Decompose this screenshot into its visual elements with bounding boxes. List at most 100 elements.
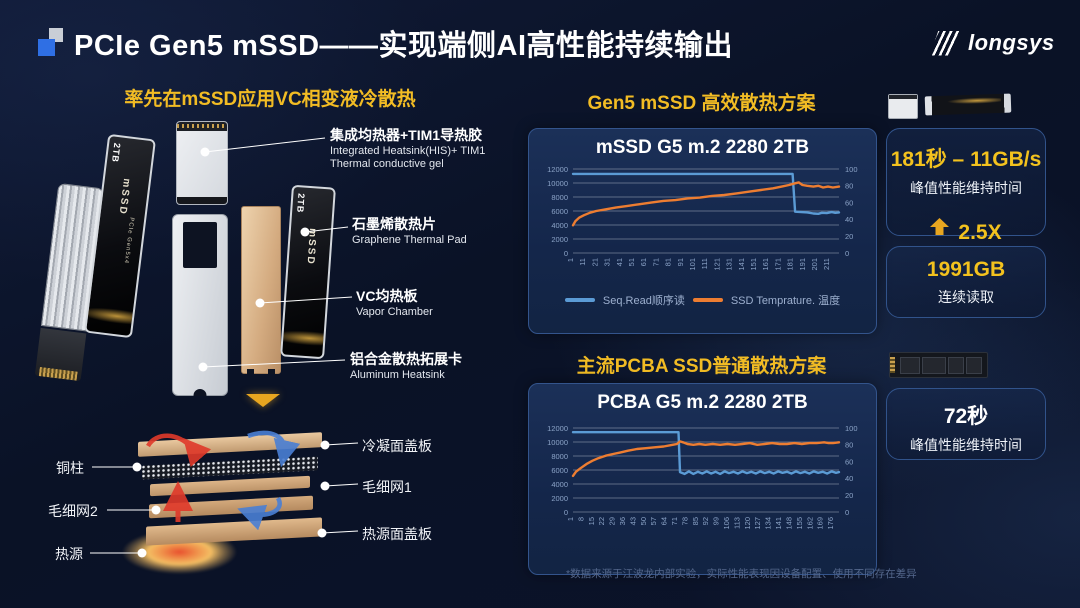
- svg-text:0: 0: [845, 508, 849, 517]
- svg-text:2000: 2000: [551, 494, 568, 503]
- thumb-edge: [889, 95, 917, 99]
- label-mesh2: 毛细网2: [48, 503, 98, 519]
- legend-temperature-line-icon: [692, 298, 723, 302]
- svg-text:12000: 12000: [547, 424, 568, 433]
- up-arrow-icon: [930, 217, 950, 235]
- svg-text:12000: 12000: [547, 165, 568, 174]
- svg-text:78: 78: [680, 517, 689, 525]
- svg-text:11: 11: [578, 258, 587, 266]
- svg-text:57: 57: [649, 517, 658, 525]
- svg-text:22: 22: [597, 517, 606, 525]
- chart1-plot: 0 2000 4000 6000 8000 10000 12000 0 20 40 60 80 100 1…: [547, 165, 858, 271]
- svg-text:120: 120: [743, 517, 752, 530]
- stat-sub: 峰值性能维持时间: [910, 180, 1022, 196]
- svg-text:148: 148: [784, 517, 793, 530]
- boost-value: 2.5X: [958, 221, 1002, 244]
- svg-text:1: 1: [566, 517, 575, 521]
- callout-en: Aluminum Heatsink: [350, 368, 445, 381]
- mssd-2230-thumbnail: [888, 94, 918, 119]
- svg-text:101: 101: [688, 258, 697, 271]
- svg-text:151: 151: [749, 258, 758, 271]
- card-edge-connector: [177, 122, 227, 131]
- svg-text:40: 40: [845, 474, 853, 483]
- svg-text:8000: 8000: [551, 452, 568, 461]
- svg-text:50: 50: [639, 517, 648, 525]
- svg-text:100: 100: [845, 424, 858, 433]
- callout-leader-lines: [90, 137, 359, 558]
- svg-text:10000: 10000: [547, 438, 568, 447]
- svg-text:100: 100: [845, 165, 858, 174]
- stat-headline: 181秒 – 11GB/s: [890, 148, 1042, 171]
- legend-seqread-line-icon: [564, 298, 595, 302]
- label-heat-plate: 热源面盖板: [362, 526, 432, 542]
- svg-text:181: 181: [786, 258, 795, 271]
- svg-text:29: 29: [608, 517, 617, 525]
- svg-text:111: 111: [700, 258, 709, 269]
- svg-text:8000: 8000: [551, 193, 568, 202]
- nand-chip: [922, 357, 946, 374]
- callout-zh: 铝合金散热拓展卡: [350, 351, 462, 367]
- chart1-title: mSSD G5 m.2 2280 2TB: [595, 137, 810, 158]
- callout-zh: 石墨烯散热片: [352, 216, 436, 232]
- nand-chip: [900, 357, 920, 374]
- svg-text:41: 41: [615, 258, 624, 266]
- svg-text:201: 201: [810, 258, 819, 271]
- svg-text:71: 71: [670, 517, 679, 525]
- svg-text:10000: 10000: [547, 179, 568, 188]
- vapor-chamber-plate-image: [241, 206, 281, 374]
- svg-text:71: 71: [651, 258, 660, 266]
- callout-zh: VC均热板: [356, 288, 418, 304]
- gold-swoosh: [941, 96, 1001, 105]
- stat-card-peak-time: 181秒 – 11GB/s 峰值性能维持时间 2.5X: [886, 128, 1046, 244]
- svg-text:121: 121: [712, 258, 721, 271]
- svg-text:99: 99: [712, 517, 721, 525]
- callout-zh: 集成均热器+TIM1导热胶: [330, 127, 483, 143]
- svg-text:85: 85: [691, 517, 700, 525]
- svg-text:36: 36: [618, 517, 627, 525]
- svg-text:60: 60: [845, 457, 853, 466]
- svg-text:60: 60: [845, 198, 853, 207]
- title-marker-icon: [38, 26, 68, 58]
- svg-text:0: 0: [845, 249, 849, 258]
- callout-graphene-pad: 石墨烯散热片 Graphene Thermal Pad: [352, 216, 467, 247]
- svg-text:15: 15: [587, 517, 596, 525]
- svg-text:1: 1: [566, 258, 575, 262]
- chart2-title: PCBA G5 m.2 2280 2TB: [597, 392, 808, 413]
- page-title: PCIe Gen5 mSSD——实现端侧AI高性能持续输出: [74, 30, 734, 62]
- svg-text:61: 61: [639, 258, 648, 266]
- stat-sub: 峰值性能维持时间: [910, 437, 1022, 453]
- chart2-plot: 0 2000 4000 6000 8000 10000 12000 0 20 40 60 80 100 1…: [547, 424, 858, 530]
- nand-chip: [966, 357, 982, 374]
- svg-text:21: 21: [590, 258, 599, 266]
- svg-text:81: 81: [664, 258, 673, 266]
- callout-en: Thermal conductive gel: [330, 158, 444, 171]
- longsys-logo-text: longsys: [968, 30, 1055, 55]
- stat-headline: 1991GB: [926, 258, 1006, 281]
- svg-text:6000: 6000: [551, 207, 568, 216]
- longsys-logo: longsys: [930, 30, 1055, 56]
- svg-text:161: 161: [761, 258, 770, 271]
- svg-text:169: 169: [816, 517, 825, 530]
- svg-text:155: 155: [795, 517, 804, 530]
- svg-text:162: 162: [805, 517, 814, 530]
- chart1-legend: Seq.Read顺序读 SSD Temprature. 温度: [529, 292, 876, 308]
- chart-panel-mssd: mSSD G5 m.2 2280 2TB 0 2000 4000 6000 8000 10…: [528, 128, 877, 334]
- plate-notch: [247, 369, 254, 374]
- stat-card-sustained-read: 1991GB 连续读取: [886, 246, 1046, 318]
- boost-row: 2.5X: [887, 207, 1045, 245]
- svg-text:191: 191: [798, 258, 807, 271]
- svg-text:0: 0: [564, 249, 568, 258]
- svg-text:8: 8: [576, 517, 585, 521]
- callout-vapor-chamber: VC均热板 Vapor Chamber: [356, 288, 433, 319]
- svg-text:106: 106: [722, 517, 731, 530]
- section2-heading: 主流PCBA SSD普通散热方案: [576, 356, 827, 377]
- svg-text:91: 91: [676, 258, 685, 266]
- svg-text:134: 134: [764, 517, 773, 530]
- gold-fingers: [890, 357, 895, 373]
- svg-text:64: 64: [660, 517, 669, 525]
- svg-text:92: 92: [701, 517, 710, 525]
- chart-panel-pcba: PCBA G5 m.2 2280 2TB 0 2000 4000 6000 8000 10…: [528, 383, 877, 575]
- svg-text:171: 171: [773, 258, 782, 271]
- svg-text:20: 20: [845, 491, 853, 500]
